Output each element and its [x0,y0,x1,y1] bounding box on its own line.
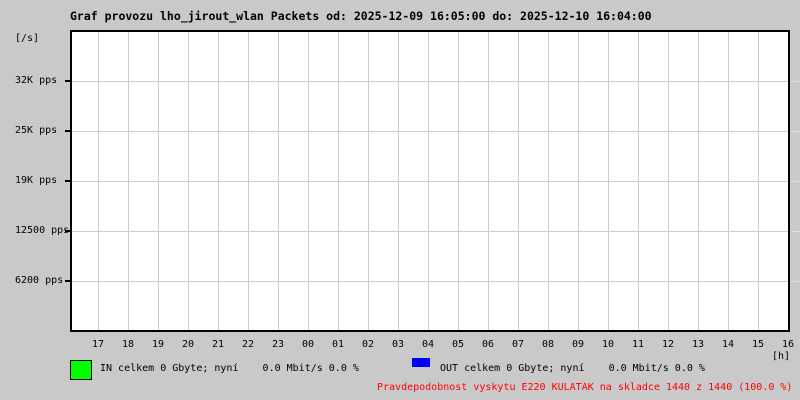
y-tick-mark-right [792,131,800,132]
x-tick-label: 16 [781,339,795,350]
y-tick-label: 25K pps [15,125,58,136]
x-tick-label: 07 [511,339,525,350]
y-tick-mark-right [792,281,800,282]
graph-title: Graf provozu lho_jirout_wlan Packets od:… [70,9,652,23]
legend-out-swatch [412,358,430,367]
x-tick-label: 01 [331,339,345,350]
legend-in-label: IN celkem 0 Gbyte; nyní 0.0 Mbit/s 0.0 % [100,363,359,374]
x-tick-label: 23 [271,339,285,350]
y-tick-mark [65,230,70,232]
x-tick-label: 08 [541,339,555,350]
x-tick-label: 22 [241,339,255,350]
y-tick-mark-right [792,181,800,182]
x-tick-label: 09 [571,339,585,350]
x-tick-label: 11 [631,339,645,350]
legend-in-swatch [70,360,92,380]
x-axis-unit-label: [h] [771,351,790,362]
plot-area [70,30,790,332]
x-tick-label: 15 [751,339,765,350]
horizontal-gridline [72,281,788,282]
x-tick-label: 17 [91,339,105,350]
horizontal-gridline [72,81,788,82]
y-tick-mark [65,180,70,182]
x-tick-label: 20 [181,339,195,350]
x-tick-label: 21 [211,339,225,350]
x-tick-label: 18 [121,339,135,350]
x-tick-label: 06 [481,339,495,350]
x-tick-label: 03 [391,339,405,350]
x-tick-label: 14 [721,339,735,350]
y-tick-mark [65,280,70,282]
y-tick-label: 12500 pps [15,225,70,236]
y-tick-mark [65,130,70,132]
vertical-gridline [788,32,789,330]
legend-out-label: OUT celkem 0 Gbyte; nyní 0.0 Mbit/s 0.0 … [440,363,705,374]
horizontal-gridline [72,181,788,182]
x-tick-label: 19 [151,339,165,350]
x-tick-label: 00 [301,339,315,350]
availability-warning-text: Pravdepodobnost vyskytu E220 KULATAK na … [377,382,793,393]
x-tick-label: 10 [601,339,615,350]
y-tick-mark [65,80,70,82]
y-tick-label: 19K pps [15,175,58,186]
y-tick-label: 6200 pps [15,275,64,286]
y-tick-mark-right [792,81,800,82]
y-tick-mark-right [792,231,800,232]
x-tick-label: 12 [661,339,675,350]
x-tick-label: 13 [691,339,705,350]
horizontal-gridline [72,231,788,232]
y-tick-label: 32K pps [15,75,58,86]
x-tick-label: 04 [421,339,435,350]
x-tick-label: 05 [451,339,465,350]
horizontal-gridline [72,131,788,132]
x-tick-label: 02 [361,339,375,350]
y-axis-unit-label: [/s] [15,33,40,44]
